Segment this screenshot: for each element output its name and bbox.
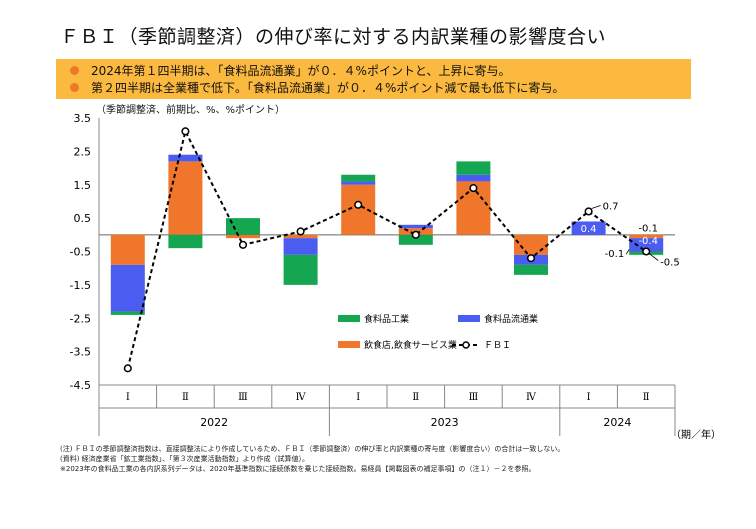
legend-marker [462,341,470,349]
year-label: 2024 [603,416,631,429]
x-tick-label: Ⅱ [412,392,419,403]
x-tick-label: Ⅲ [469,392,479,403]
x-tick-label: Ⅳ [526,392,537,403]
y-tick-label: -4.5 [70,379,91,392]
fbi-point [411,230,420,239]
y-tick-label: -2.5 [70,312,91,325]
data-label: -0.1 [638,223,658,234]
footnote-3: ※2023年の食料品工業の各内訳系列データは、2020年基準指数に接続係数を乗じ… [60,465,536,473]
bar-segment [571,221,606,235]
legend-label: 食料品流通業 [484,313,538,325]
bullet-dot-icon [70,83,79,92]
data-label: -0.5 [660,258,680,269]
bar-segment [283,234,318,239]
bar-segment [398,234,433,245]
bar-segment [398,224,433,229]
x-tick-label: Ⅰ [356,392,360,403]
year-label: 2022 [200,416,228,429]
bar-segment [456,174,491,182]
footnote-2: (資料) 経済産業省「鉱工業指数」、「第３次産業活動指数」より作成（試算値）。 [60,455,310,463]
fbi-point [181,127,190,136]
bar-segment [168,154,203,162]
data-label: -0.1 [605,249,625,260]
summary-text-1: 2024年第１四半期は、「食料品流通業」が０．４%ポイントと、上昇に寄与。 [91,64,511,78]
fbi-point [584,207,593,216]
y-tick-label: -3.5 [70,346,91,359]
bar-segment [341,181,376,185]
leader-line [591,205,601,209]
legend-label: 食料品工業 [364,313,409,325]
bar-segment [514,264,548,275]
x-axis-label: （期／年） [671,428,721,441]
data-label: 0.7 [603,201,619,212]
bar-segment [110,234,145,265]
bar-segment [283,254,318,285]
x-tick-label: Ⅰ [587,392,591,403]
summary-bullet-1: 2024年第１四半期は、「食料品流通業」が０．４%ポイントと、上昇に寄与。 [70,62,510,80]
bar-segment [226,218,260,235]
bar-segment [283,238,318,255]
footnote-1: (注) ＦＢＩの季節調整済指数は、直接調整法により作成しているため、ＦＢＩ（季節… [60,445,565,453]
legend-label: ＦＢＩ [484,341,511,351]
legend-swatch [338,341,360,348]
bar-segment [514,234,548,255]
chart-title: ＦＢＩ（季節調整済）の伸び率に対する内訳業種の影響度合い [60,26,607,48]
fbi-point [238,240,248,249]
fbi-line [126,128,647,369]
bar-segment [110,311,145,315]
fbi-point [296,227,305,236]
bar-segment [629,234,664,239]
y-tick-label: -0.5 [70,246,91,259]
y-tick-label: 3.5 [74,112,92,125]
fbi-point [123,364,132,373]
x-tick-label: Ⅳ [296,392,307,403]
x-tick-label: Ⅰ [126,392,130,403]
legend-label: 飲食店,飲食サービス業 [364,339,457,351]
y-tick-label: -1.5 [70,279,91,292]
leader-line [648,253,659,261]
summary-text-2: 第２四半期は全業種で低下。「食料品流通業」が０．４%ポイント減で最も低下に寄与。 [91,81,565,95]
bar-segment [168,234,203,249]
summary-bullet-2: 第２四半期は全業種で低下。「食料品流通業」が０．４%ポイント減で最も低下に寄与。 [70,79,564,97]
y-tick-label: 0.5 [74,212,92,225]
fbi-point [526,254,536,263]
legend-swatch [458,315,480,322]
bar-segment [110,264,145,312]
x-tick-label: Ⅲ [238,392,248,403]
leader-line [625,249,630,255]
y-tick-label: 1.5 [74,179,92,192]
bullet-dot-icon [70,66,79,75]
x-tick-label: Ⅱ [182,392,189,403]
fbi-point [354,200,363,209]
legend-swatch [338,315,360,322]
data-label: 0.4 [581,224,597,235]
bar-segment [629,238,664,252]
x-tick-label: Ⅱ [643,392,650,403]
data-label: -0.4 [638,236,658,247]
y-tick-label: 2.5 [74,145,92,158]
unit-label: （季節調整済、前期比、%、%ポイント） [96,105,286,116]
fbi-point [469,184,478,193]
summary-banner: 2024年第１四半期は、「食料品流通業」が０．４%ポイントと、上昇に寄与。 第２… [56,59,691,99]
bar-segment [456,161,491,175]
year-label: 2023 [431,416,459,429]
fbi-point [642,247,651,256]
bar-segment [341,174,376,182]
bar-segment [341,184,376,235]
bar-segment [226,234,260,239]
bar-segment [168,161,203,235]
